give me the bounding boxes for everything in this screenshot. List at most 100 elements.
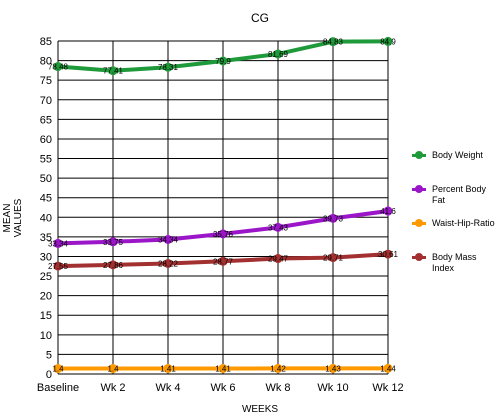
- data-label: 34.34: [158, 235, 179, 244]
- data-label: 29.71: [323, 254, 344, 263]
- legend: Body Weight Percent Body Fat Waist-Hip-R…: [412, 150, 500, 274]
- y-tick-label: 15: [40, 310, 52, 322]
- data-label: 27.86: [103, 261, 124, 270]
- data-point: [328, 213, 338, 223]
- grid: [57, 40, 389, 375]
- x-tick-label: Wk 2: [100, 382, 125, 394]
- data-point: [163, 234, 173, 244]
- data-label: 1.44: [380, 364, 396, 373]
- x-axis-title: WEEKS: [242, 404, 278, 415]
- data-point: [53, 261, 63, 271]
- data-point: [273, 254, 283, 264]
- x-tick-label: Baseline: [37, 382, 79, 394]
- data-point: [218, 56, 228, 66]
- data-point: [383, 249, 393, 259]
- data-point: [383, 36, 393, 46]
- y-axis-title-line: VALUES: [13, 198, 24, 237]
- y-tick-label: 65: [40, 114, 52, 126]
- legend-item: Waist-Hip-Ratio: [412, 218, 500, 240]
- data-point: [163, 62, 173, 72]
- y-tick-label: 35: [40, 232, 52, 244]
- data-point: [328, 253, 338, 263]
- data-label: 41.6: [380, 207, 396, 216]
- data-label: 1.41: [160, 364, 176, 373]
- data-point: [218, 363, 228, 373]
- data-label: 77.41: [103, 67, 124, 76]
- legend-swatch: [412, 185, 426, 193]
- data-point: [53, 364, 63, 374]
- legend-swatch: [412, 253, 426, 261]
- data-label: 27.55: [48, 262, 69, 271]
- data-point: [273, 363, 283, 373]
- data-label: 29.47: [268, 255, 289, 264]
- legend-swatch: [412, 151, 426, 159]
- legend-item: Body Mass Index: [412, 252, 500, 274]
- legend-item: Percent Body Fat: [412, 184, 500, 206]
- data-label: 84.83: [323, 38, 344, 47]
- data-label: 33.75: [103, 238, 124, 247]
- data-label: 84.9: [380, 37, 396, 46]
- data-point: [383, 363, 393, 373]
- y-tick-label: 70: [40, 95, 52, 107]
- legend-item: Body Weight: [412, 150, 500, 172]
- legend-swatch: [412, 219, 426, 227]
- data-label: 1.4: [107, 365, 119, 374]
- data-point: [273, 222, 283, 232]
- x-tick-label: Wk 8: [265, 382, 290, 394]
- y-tick-label: 85: [40, 36, 52, 48]
- y-tick-label: 5: [46, 349, 52, 361]
- data-point: [108, 364, 118, 374]
- y-tick-label: 40: [40, 212, 52, 224]
- y-tick-label: 55: [40, 154, 52, 166]
- y-axis-title-line: MEAN: [2, 204, 13, 233]
- x-tick-label: Wk 12: [372, 382, 403, 394]
- data-point: [108, 260, 118, 270]
- data-point: [328, 37, 338, 47]
- data-point: [108, 237, 118, 247]
- y-tick-label: 45: [40, 193, 52, 205]
- x-tick-label: Wk 4: [155, 382, 180, 394]
- data-label: 78.31: [158, 63, 179, 72]
- axes: 0 5 10 15 20 25 30 35 40 45 50 55 60 65 70 75 80 85 Baseli…: [37, 36, 404, 394]
- data-label: 79.9: [215, 57, 231, 66]
- y-axis-title: MEAN VALUES: [2, 198, 24, 237]
- data-labels: 78.48 77.41 78.31 79.9 81.69 84.83 84.9 33.34 33…: [48, 37, 399, 373]
- data-label: 30.61: [378, 250, 399, 259]
- series-group: [53, 36, 393, 374]
- y-tick-label: 0: [46, 369, 52, 381]
- y-tick-label: 60: [40, 134, 52, 146]
- data-point: [108, 66, 118, 76]
- y-tick-label: 20: [40, 291, 52, 303]
- data-label: 1.4: [52, 365, 64, 374]
- y-tick-label: 25: [40, 271, 52, 283]
- data-point: [273, 49, 283, 59]
- data-label: 78.48: [48, 63, 69, 72]
- data-point: [383, 206, 393, 216]
- data-point: [163, 258, 173, 268]
- legend-label: Percent Body Fat: [432, 184, 487, 205]
- data-point: [53, 62, 63, 72]
- data-label: 1.41: [215, 364, 231, 373]
- data-label: 33.34: [48, 239, 69, 248]
- data-point: [163, 363, 173, 373]
- y-tick-label: 30: [40, 251, 52, 263]
- legend-label: Waist-Hip-Ratio: [432, 218, 495, 228]
- x-tick-label: Wk 10: [317, 382, 348, 394]
- data-label: 28.22: [158, 259, 179, 268]
- data-label: 37.43: [268, 223, 289, 232]
- legend-label: Body Weight: [432, 150, 483, 160]
- y-tick-label: 80: [40, 56, 52, 68]
- data-label: 39.73: [323, 214, 344, 223]
- data-point: [53, 238, 63, 248]
- data-point: [218, 256, 228, 266]
- data-label: 28.77: [213, 257, 234, 266]
- data-label: 1.42: [270, 364, 286, 373]
- data-label: 81.69: [268, 50, 289, 59]
- x-tick-label: Wk 6: [210, 382, 235, 394]
- data-label: 1.43: [325, 364, 341, 373]
- legend-label: Body Mass Index: [432, 252, 477, 273]
- y-tick-label: 75: [40, 75, 52, 87]
- data-point: [218, 229, 228, 239]
- chart-title: CG: [251, 11, 269, 25]
